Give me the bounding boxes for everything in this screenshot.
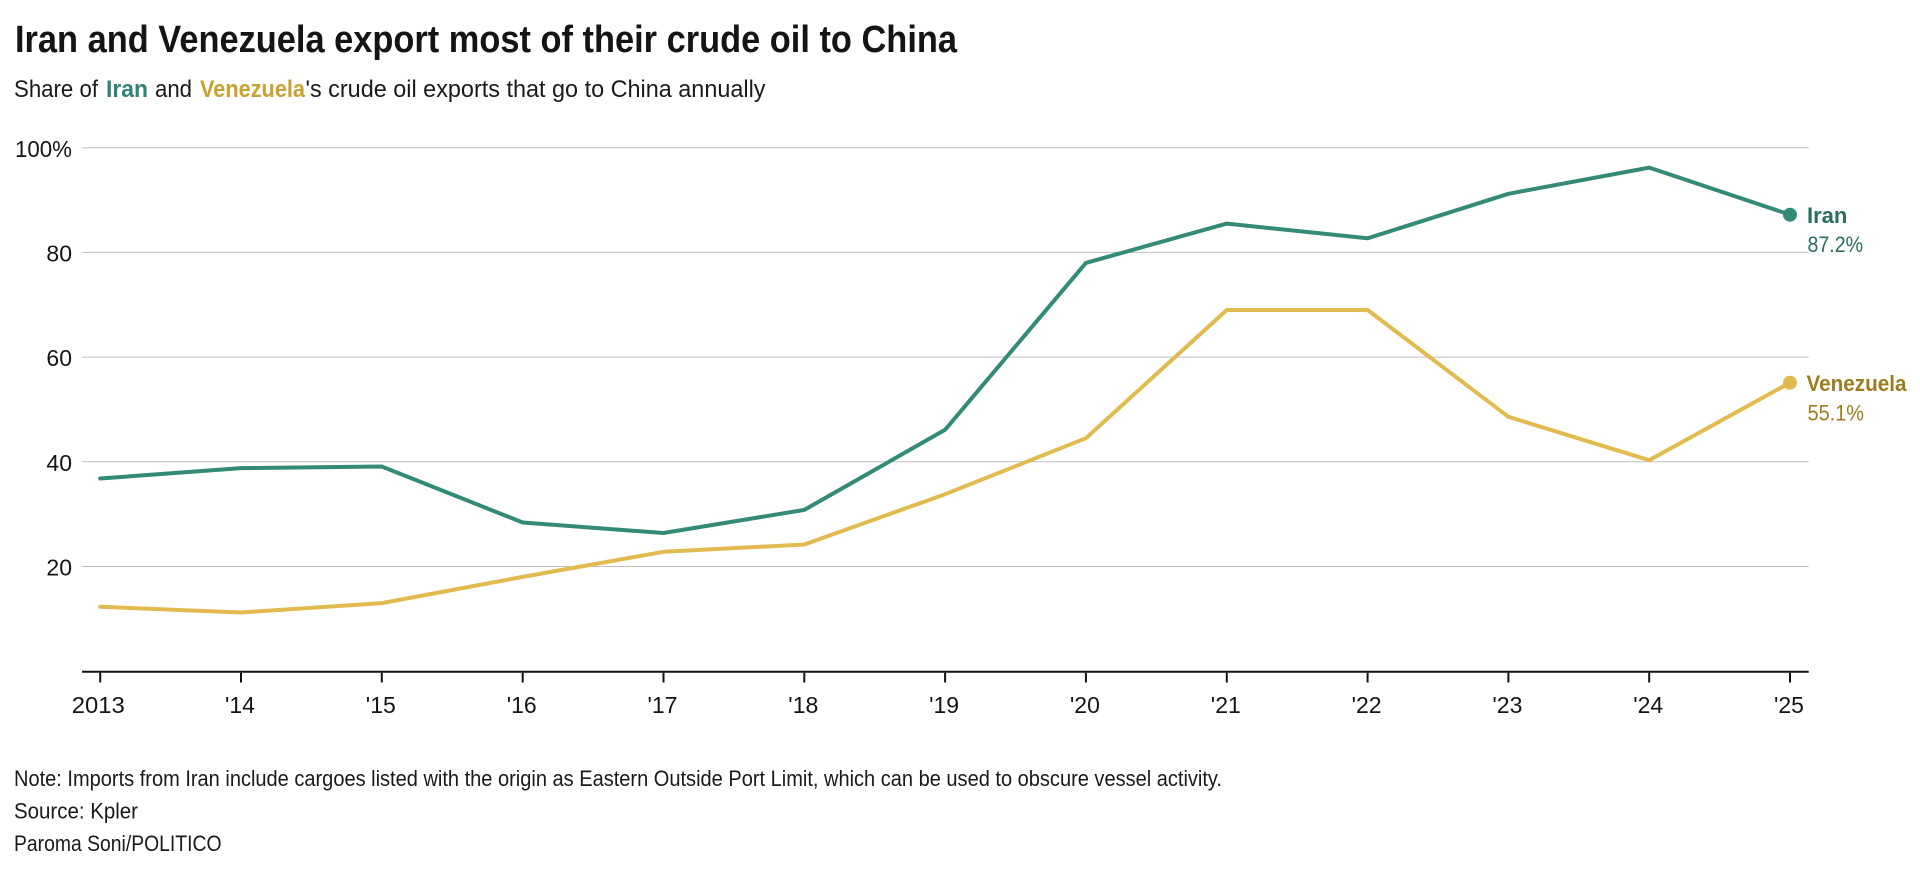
svg-text:Share of: Share of <box>14 76 98 103</box>
svg-text:'19: '19 <box>929 692 959 718</box>
svg-text:'24: '24 <box>1633 692 1663 718</box>
svg-text:'s crude oil exports that go t: 's crude oil exports that go to China an… <box>306 76 766 103</box>
svg-text:'23: '23 <box>1492 692 1522 718</box>
svg-text:'21: '21 <box>1211 692 1241 718</box>
svg-text:Note: Imports from Iran includ: Note: Imports from Iran include cargoes … <box>14 766 1222 791</box>
svg-text:60: 60 <box>46 345 72 371</box>
svg-text:'15: '15 <box>366 692 396 718</box>
svg-text:'18: '18 <box>788 692 818 718</box>
svg-text:87.2%: 87.2% <box>1808 232 1864 257</box>
svg-text:55.1%: 55.1% <box>1808 401 1865 426</box>
svg-text:'25: '25 <box>1774 692 1804 718</box>
svg-text:Venezuela: Venezuela <box>1807 371 1908 396</box>
svg-text:Iran: Iran <box>1807 203 1847 228</box>
svg-text:Venezuela: Venezuela <box>200 76 306 103</box>
svg-text:40: 40 <box>46 450 72 476</box>
svg-text:'20: '20 <box>1070 692 1100 718</box>
svg-text:'14: '14 <box>225 692 255 718</box>
svg-text:'16: '16 <box>507 692 537 718</box>
svg-text:20: 20 <box>46 555 72 581</box>
svg-text:Iran and Venezuela export most: Iran and Venezuela export most of their … <box>15 18 958 61</box>
svg-text:'17: '17 <box>648 692 678 718</box>
svg-text:'22: '22 <box>1352 692 1382 718</box>
svg-text:100%: 100% <box>15 136 72 162</box>
svg-text:2013: 2013 <box>72 692 125 718</box>
svg-text:80: 80 <box>46 241 72 267</box>
svg-text:and: and <box>155 76 192 103</box>
svg-text:Paroma Soni/POLITICO: Paroma Soni/POLITICO <box>14 831 222 856</box>
svg-text:Iran: Iran <box>106 76 148 103</box>
svg-text:Source: Kpler: Source: Kpler <box>14 798 138 823</box>
